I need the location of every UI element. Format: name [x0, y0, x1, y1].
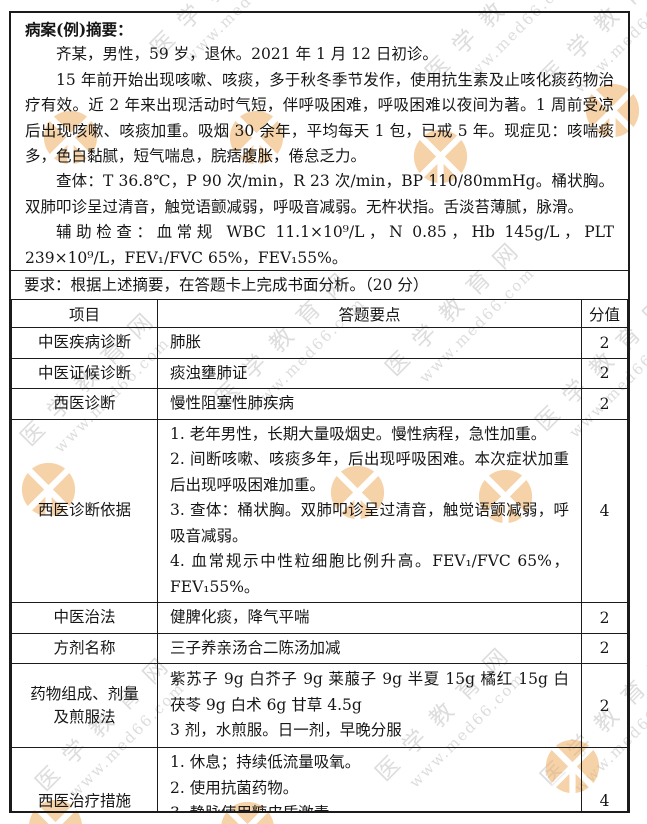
answer-line: 3 剂，水煎服。日一剂，早晚分服 — [170, 721, 402, 740]
answer-cell: 1. 老年男性，长期大量吸烟史。慢性病程，急性加重。 2. 间断咳嗽、咳痰多年，… — [157, 418, 582, 603]
answer-line: 三子养亲汤合二陈汤加减 — [170, 638, 341, 657]
answer-line: 3. 查体：桶状胸。双肺叩诊呈过清音，触觉语颤减弱，呼吸音减弱。 — [170, 501, 569, 545]
table-row-western-diagnosis: 西医诊断 慢性阻塞性肺疾病 2 — [11, 388, 628, 420]
score-cell: 2 — [581, 327, 628, 359]
score-cell: 2 — [581, 357, 628, 389]
item-cell: 中医疾病诊断 — [11, 327, 158, 359]
table-header-row: 项目 答题要点 分值 — [11, 299, 628, 328]
score-cell: 2 — [581, 663, 628, 748]
case-sheet: 病案(例)摘要： 齐某，男性，59 岁，退休。2021 年 1 月 12 日初诊… — [9, 11, 630, 813]
column-header-item: 项目 — [11, 299, 158, 328]
case-summary-title: 病案(例)摘要： — [25, 20, 133, 39]
item-cell: 西医诊断依据 — [11, 418, 158, 603]
answer-cell: 紫苏子 9g 白芥子 9g 莱菔子 9g 半夏 15g 橘红 15g 白茯苓 9… — [157, 663, 582, 748]
answer-cell: 痰浊壅肺证 — [157, 357, 582, 389]
case-paragraph-history: 15 年前开始出现咳嗽、咳痰，多于秋冬季节发作，使用抗生素及止咳化痰药物治疗有效… — [25, 70, 614, 166]
case-paragraph-exam: 查体：T 36.8℃，P 90 次/min，R 23 次/min，BP 110/… — [25, 172, 614, 216]
table-row-tcm-treatment: 中医治法 健脾化痰，降气平喘 2 — [11, 602, 628, 634]
answer-line: 2. 间断咳嗽、咳痰多年，后出现呼吸困难。本次症状加重后出现呼吸困难加重。 — [170, 450, 569, 494]
item-cell: 药物组成、剂量及煎服法 — [11, 663, 158, 748]
score-cell: 4 — [581, 418, 628, 603]
table-row-tcm-disease: 中医疾病诊断 肺胀 2 — [11, 327, 628, 359]
table-row-tcm-syndrome: 中医证候诊断 痰浊壅肺证 2 — [11, 357, 628, 389]
item-cell: 方剂名称 — [11, 632, 158, 664]
answer-cell: 健脾化痰，降气平喘 — [157, 602, 582, 634]
table-row-formula-name: 方剂名称 三子养亲汤合二陈汤加减 2 — [11, 632, 628, 664]
answer-line: 3. 静脉使用糖皮质激素。 — [170, 804, 345, 813]
requirement-text: 要求：根据上述摘要，在答题卡上完成书面分析。（20 分） — [11, 270, 628, 299]
answer-cell: 肺胀 — [157, 327, 582, 359]
score-cell: 2 — [581, 632, 628, 664]
score-cell: 2 — [581, 388, 628, 420]
answer-line: 1. 休息；持续低流量吸氧。 — [170, 753, 361, 771]
table-row-western-treatment: 西医治疗措施 1. 休息；持续低流量吸氧。 2. 使用抗菌药物。 3. 静脉使用… — [11, 747, 628, 813]
case-summary: 病案(例)摘要： 齐某，男性，59 岁，退休。2021 年 1 月 12 日初诊… — [11, 13, 628, 270]
item-cell: 西医治疗措施 — [11, 747, 158, 811]
column-header-score: 分值 — [581, 299, 628, 328]
score-cell: 2 — [581, 602, 628, 634]
score-cell: 4 — [581, 747, 628, 811]
answer-cell: 三子养亲汤合二陈汤加减 — [157, 632, 582, 664]
answer-line: 痰浊壅肺证 — [170, 363, 248, 382]
answer-line: 健脾化痰，降气平喘 — [170, 608, 310, 626]
item-cell: 中医治法 — [11, 602, 158, 634]
table-row-prescription: 药物组成、剂量及煎服法 紫苏子 9g 白芥子 9g 莱菔子 9g 半夏 15g … — [11, 663, 628, 748]
answer-line: 4. 血常规示中性粒细胞比例升高。FEV₁/FVC 65%，FEV₁55%。 — [170, 552, 569, 596]
column-header-answer: 答题要点 — [157, 299, 582, 328]
item-cell: 中医证候诊断 — [11, 357, 158, 389]
answer-cell: 慢性阻塞性肺疾病 — [157, 388, 582, 420]
answer-table: 项目 答题要点 分值 中医疾病诊断 肺胀 2 中医证候诊断 痰浊壅肺证 2 西医… — [11, 299, 628, 813]
answer-line: 慢性阻塞性肺疾病 — [170, 394, 295, 412]
answer-line: 紫苏子 9g 白芥子 9g 莱菔子 9g 半夏 15g 橘红 15g 白茯苓 9… — [170, 670, 569, 714]
table-row-diagnosis-basis: 西医诊断依据 1. 老年男性，长期大量吸烟史。慢性病程，急性加重。 2. 间断咳… — [11, 418, 628, 603]
answer-line: 2. 使用抗菌药物。 — [170, 778, 299, 797]
answer-cell: 1. 休息；持续低流量吸氧。 2. 使用抗菌药物。 3. 静脉使用糖皮质激素。 … — [157, 747, 582, 813]
answer-line: 1. 老年男性，长期大量吸烟史。慢性病程，急性加重。 — [170, 424, 547, 443]
item-cell: 西医诊断 — [11, 388, 158, 420]
answer-line: 肺胀 — [170, 333, 202, 351]
case-paragraph-labs: 辅助检查：血常规 WBC 11.1×10⁹/L，N 0.85，Hb 145g/L… — [25, 223, 614, 267]
case-paragraph-patient: 齐某，男性，59 岁，退休。2021 年 1 月 12 日初诊。 — [56, 45, 438, 64]
